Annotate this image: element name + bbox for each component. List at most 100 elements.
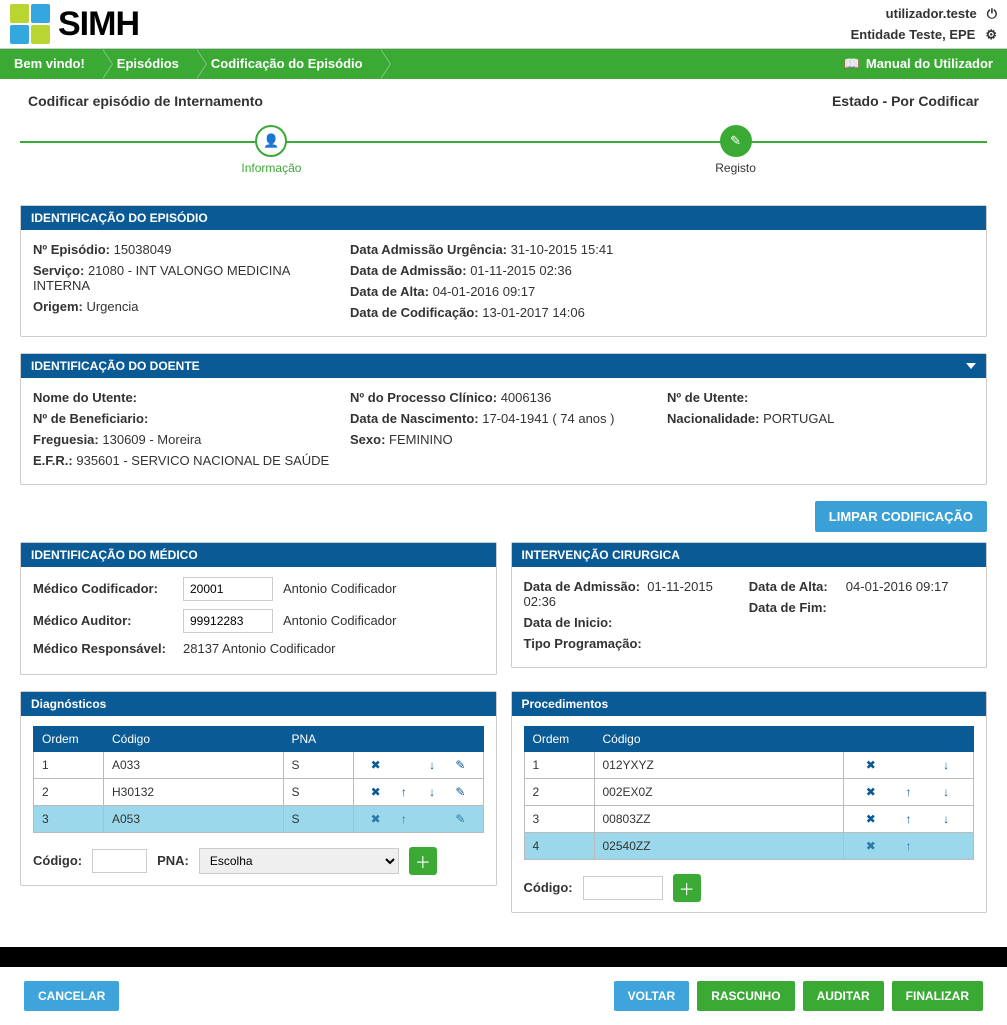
move-up-icon[interactable]: ↑ xyxy=(894,785,922,799)
medico-auditor-input[interactable] xyxy=(183,609,273,633)
cell-ordem: 1 xyxy=(524,751,594,778)
proc-codigo-input[interactable] xyxy=(583,876,663,900)
manual-label: Manual do Utilizador xyxy=(866,56,993,71)
cell-ordem: 3 xyxy=(34,805,104,832)
edit-icon[interactable]: ✎ xyxy=(446,812,474,826)
voltar-button[interactable]: VOLTAR xyxy=(614,981,690,1011)
cell-pna: S xyxy=(283,778,353,805)
move-up-icon[interactable]: ↑ xyxy=(894,839,922,853)
panel-medico: IDENTIFICAÇÃO DO MÉDICO Médico Codificad… xyxy=(20,542,497,675)
breadcrumb-item[interactable]: Bem vindo! xyxy=(0,49,103,79)
label: Data de Codificação: xyxy=(350,305,479,320)
add-diagnostico-button[interactable]: ＋ xyxy=(409,847,437,875)
move-up-icon[interactable]: ↑ xyxy=(894,812,922,826)
label: Nº do Processo Clínico: xyxy=(350,390,497,405)
medico-codificador-input[interactable] xyxy=(183,577,273,601)
diag-pna-select[interactable]: Escolha xyxy=(199,848,399,874)
collapse-icon[interactable] xyxy=(966,363,976,369)
move-down-icon[interactable]: ↓ xyxy=(932,758,960,772)
app-name: SIMH xyxy=(58,5,139,44)
cell-ordem: 1 xyxy=(34,751,104,778)
separator-bar xyxy=(0,947,1007,967)
cell-ordem: 3 xyxy=(524,805,594,832)
cell-codigo: 00803ZZ xyxy=(594,805,844,832)
table-row[interactable]: 300803ZZ ✖ ↑ ↓ xyxy=(524,805,974,832)
logo: SIMH xyxy=(10,4,139,44)
table-row[interactable]: 2002EX0Z✖↑↓ xyxy=(524,778,974,805)
move-down-icon[interactable]: ↓ xyxy=(932,785,960,799)
table-row[interactable]: 1A033S✖↑↓✎ xyxy=(34,751,484,778)
page-title-row: Codificar episódio de Internamento Estad… xyxy=(0,79,1007,117)
breadcrumb-item[interactable]: Episódios xyxy=(103,49,197,79)
rascunho-button[interactable]: RASCUNHO xyxy=(697,981,794,1011)
delete-icon[interactable]: ✖ xyxy=(857,758,885,772)
delete-icon[interactable]: ✖ xyxy=(362,785,390,799)
step-registo[interactable]: ✎ Registo xyxy=(676,125,796,175)
medico-codificador-name: Antonio Codificador xyxy=(283,581,396,596)
value: 17-04-1941 ( 74 anos ) xyxy=(482,411,614,426)
col-header: Ordem xyxy=(524,726,594,751)
table-row[interactable]: 3A053S✖↑↓✎ xyxy=(34,805,484,832)
finalizar-button[interactable]: FINALIZAR xyxy=(892,981,983,1011)
auditar-button[interactable]: AUDITAR xyxy=(803,981,884,1011)
value: 4006136 xyxy=(501,390,552,405)
medico-auditor-name: Antonio Codificador xyxy=(283,613,396,628)
cell-ordem: 2 xyxy=(34,778,104,805)
panel-doente: IDENTIFICAÇÃO DO DOENTE Nome do Utente: … xyxy=(20,353,987,485)
delete-icon[interactable]: ✖ xyxy=(362,758,390,772)
cell-pna: S xyxy=(283,751,353,778)
manual-link[interactable]: 📖 Manual do Utilizador xyxy=(830,56,1007,72)
move-up-icon[interactable]: ↑ xyxy=(390,812,418,826)
value: 04-01-2016 09:17 xyxy=(433,284,536,299)
value-episodio: 15038049 xyxy=(114,242,172,257)
top-bar: SIMH utilizador.teste ⏻ Entidade Teste, … xyxy=(0,0,1007,49)
gear-icon[interactable]: ⚙ xyxy=(985,25,997,46)
panel-title: IDENTIFICAÇÃO DO DOENTE xyxy=(31,359,200,373)
cell-ordem: 4 xyxy=(524,832,594,859)
procedimentos-table: Ordem Código 1012YXYZ✖↑↓2002EX0Z✖↑↓30080… xyxy=(524,726,975,860)
medico-responsavel: 28137 Antonio Codificador xyxy=(183,641,336,656)
clear-codification-button[interactable]: LIMPAR CODIFICAÇÃO xyxy=(815,501,987,532)
value: 01-11-2015 02:36 xyxy=(470,263,572,278)
cell-codigo: A053 xyxy=(104,805,284,832)
power-icon[interactable]: ⏻ xyxy=(987,4,997,25)
step-label: Informação xyxy=(211,161,331,175)
cell-pna: S xyxy=(283,805,353,832)
page-status: Estado - Por Codificar xyxy=(832,93,979,109)
edit-icon[interactable]: ✎ xyxy=(446,758,474,772)
logo-mark xyxy=(10,4,50,44)
move-down-icon[interactable]: ↓ xyxy=(418,758,446,772)
delete-icon[interactable]: ✖ xyxy=(857,812,885,826)
table-row[interactable]: 2H30132S✖↑↓✎ xyxy=(34,778,484,805)
delete-icon[interactable]: ✖ xyxy=(857,785,885,799)
move-down-icon[interactable]: ↓ xyxy=(418,785,446,799)
breadcrumb-item: Codificação do Episódio xyxy=(197,49,381,79)
move-up-icon[interactable]: ↑ xyxy=(390,785,418,799)
panel-title: IDENTIFICAÇÃO DO MÉDICO xyxy=(31,548,198,562)
delete-icon[interactable]: ✖ xyxy=(362,812,390,826)
cancel-button[interactable]: CANCELAR xyxy=(24,981,119,1011)
edit-icon[interactable]: ✎ xyxy=(446,785,474,799)
label: Data de Inicio: xyxy=(524,615,613,630)
value: 130609 - Moreira xyxy=(102,432,201,447)
move-down-icon[interactable]: ↓ xyxy=(932,812,960,826)
col-header: Código xyxy=(104,726,284,751)
diag-codigo-input[interactable] xyxy=(92,849,147,873)
table-row[interactable]: 1012YXYZ✖↑↓ xyxy=(524,751,974,778)
cell-codigo: A033 xyxy=(104,751,284,778)
label: Nº de Utente: xyxy=(667,390,748,405)
add-procedimento-button[interactable]: ＋ xyxy=(673,874,701,902)
table-row[interactable]: 402540ZZ✖↑↓ xyxy=(524,832,974,859)
breadcrumb-bar: Bem vindo! Episódios Codificação do Epis… xyxy=(0,49,1007,79)
value: 13-01-2017 14:06 xyxy=(482,305,585,320)
step-informacao[interactable]: 👤 Informação xyxy=(211,125,331,175)
panel-title: Procedimentos xyxy=(522,697,609,711)
value: 04-01-2016 09:17 xyxy=(846,579,949,594)
user-box: utilizador.teste ⏻ Entidade Teste, EPE ⚙ xyxy=(851,4,997,46)
cell-codigo: 012YXYZ xyxy=(594,751,844,778)
value: FEMININO xyxy=(389,432,453,447)
label: Serviço: xyxy=(33,263,84,278)
delete-icon[interactable]: ✖ xyxy=(857,839,885,853)
label: Médico Auditor: xyxy=(33,613,173,628)
page-title: Codificar episódio de Internamento xyxy=(28,93,263,109)
